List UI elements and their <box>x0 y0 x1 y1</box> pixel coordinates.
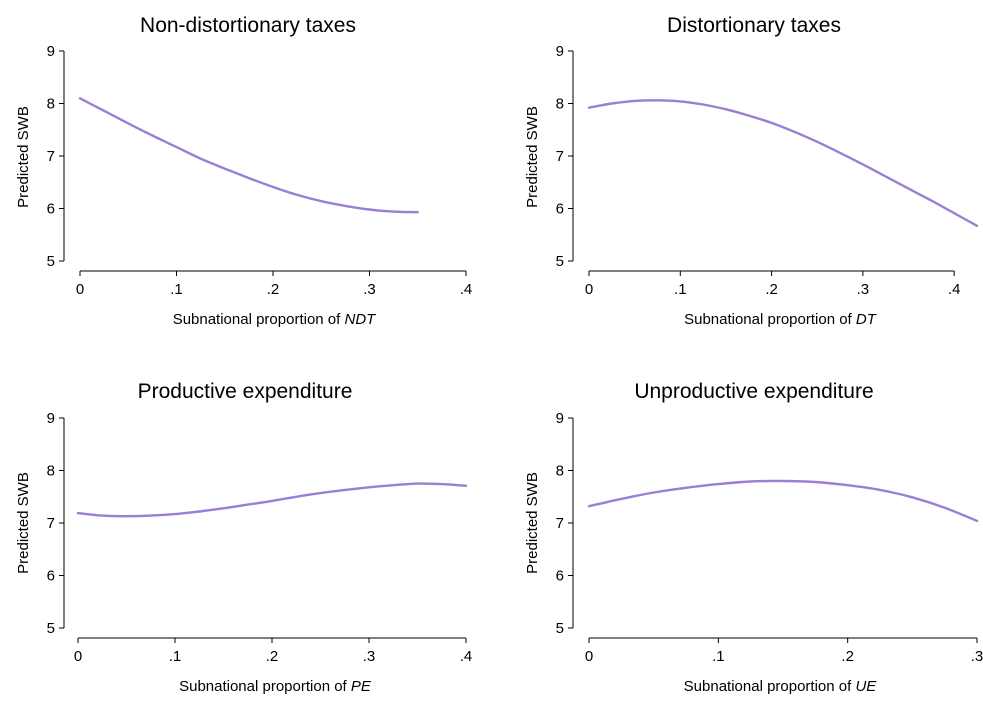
x-tick-label: .2 <box>267 281 280 298</box>
y-tick-label: 8 <box>556 96 564 113</box>
x-tick-label: 0 <box>585 281 593 298</box>
chart-panel-4: Unproductive expenditure 5 6 7 8 9 Predicted S… <box>524 380 983 695</box>
series-line-1 <box>78 97 419 214</box>
x-tick-label: .2 <box>841 648 854 665</box>
x-axis-label-variable: NDT <box>344 311 377 328</box>
chart-title: Non-distortionary taxes <box>140 14 356 37</box>
x-axis-label-text: Subnational proportion of <box>179 678 351 695</box>
y-tick-label: 6 <box>47 568 55 585</box>
y-tick-label: 7 <box>556 148 564 165</box>
y-tick-label: 8 <box>47 463 55 480</box>
x-tick-label: .2 <box>266 648 279 665</box>
y-tick-label: 7 <box>47 148 55 165</box>
x-tick-label: .4 <box>948 281 961 298</box>
y-tick-label: 8 <box>47 96 55 113</box>
x-tick-label: .1 <box>674 281 687 298</box>
y-axis-label: Predicted SWB <box>524 472 541 574</box>
x-tick-label: .3 <box>971 648 983 665</box>
chart-title: Productive expenditure <box>138 380 353 403</box>
x-tick-label: .4 <box>460 648 473 665</box>
chart-panel-1: Non-distortionary taxes 5 6 7 8 9 Predicted SW… <box>15 14 472 328</box>
y-tick-label: 9 <box>47 43 55 60</box>
x-tick-label: .3 <box>363 281 376 298</box>
series-line-1 <box>76 482 468 518</box>
y-tick-label: 7 <box>47 515 55 532</box>
x-tick-label: 0 <box>74 648 82 665</box>
x-axis-label: Subnational proportion of PE <box>179 678 372 695</box>
y-tick-label: 8 <box>556 463 564 480</box>
x-tick-label: .1 <box>712 648 725 665</box>
x-tick-label: .1 <box>169 648 182 665</box>
y-tick-label: 6 <box>556 568 564 585</box>
y-axis-label: Predicted SWB <box>15 106 32 208</box>
x-tick-label: 0 <box>585 648 593 665</box>
x-tick-label: .3 <box>857 281 870 298</box>
y-tick-label: 9 <box>556 43 564 60</box>
x-tick-label: 0 <box>76 281 84 298</box>
x-tick-label: .3 <box>363 648 376 665</box>
series-line-1 <box>587 479 979 523</box>
y-tick-label: 5 <box>47 253 55 270</box>
y-tick-label: 5 <box>47 620 55 637</box>
x-axis-label-variable: UE <box>855 678 877 695</box>
x-axis-label-text: Subnational proportion of <box>173 311 345 328</box>
y-tick-label: 7 <box>556 515 564 532</box>
chart-panel-2: Distortionary taxes 5 6 7 8 9 Predicted SWB 0 .1… <box>524 14 979 328</box>
chart-title: Unproductive expenditure <box>634 380 873 403</box>
x-tick-label: .2 <box>765 281 778 298</box>
x-axis-label-text: Subnational proportion of <box>684 311 856 328</box>
chart-title: Distortionary taxes <box>667 14 841 37</box>
y-tick-label: 9 <box>47 410 55 427</box>
y-axis-label: Predicted SWB <box>15 472 32 574</box>
x-axis-label: Subnational proportion of UE <box>684 678 878 695</box>
y-tick-label: 5 <box>556 620 564 637</box>
x-tick-label: .1 <box>170 281 183 298</box>
x-axis-label-text: Subnational proportion of <box>684 678 856 695</box>
y-tick-label: 6 <box>47 201 55 218</box>
x-axis-label: Subnational proportion of DT <box>684 311 878 328</box>
x-axis-label-variable: DT <box>856 311 878 328</box>
x-axis-label: Subnational proportion of NDT <box>173 311 377 328</box>
y-tick-label: 6 <box>556 201 564 218</box>
y-tick-label: 9 <box>556 410 564 427</box>
x-axis-label-variable: PE <box>351 678 372 695</box>
chart-panel-3: Productive expenditure 5 6 7 8 9 Predicted SWB… <box>15 380 472 695</box>
x-tick-label: .4 <box>460 281 473 298</box>
y-axis-label: Predicted SWB <box>524 106 541 208</box>
series-line-1 <box>587 99 979 227</box>
y-tick-label: 5 <box>556 253 564 270</box>
